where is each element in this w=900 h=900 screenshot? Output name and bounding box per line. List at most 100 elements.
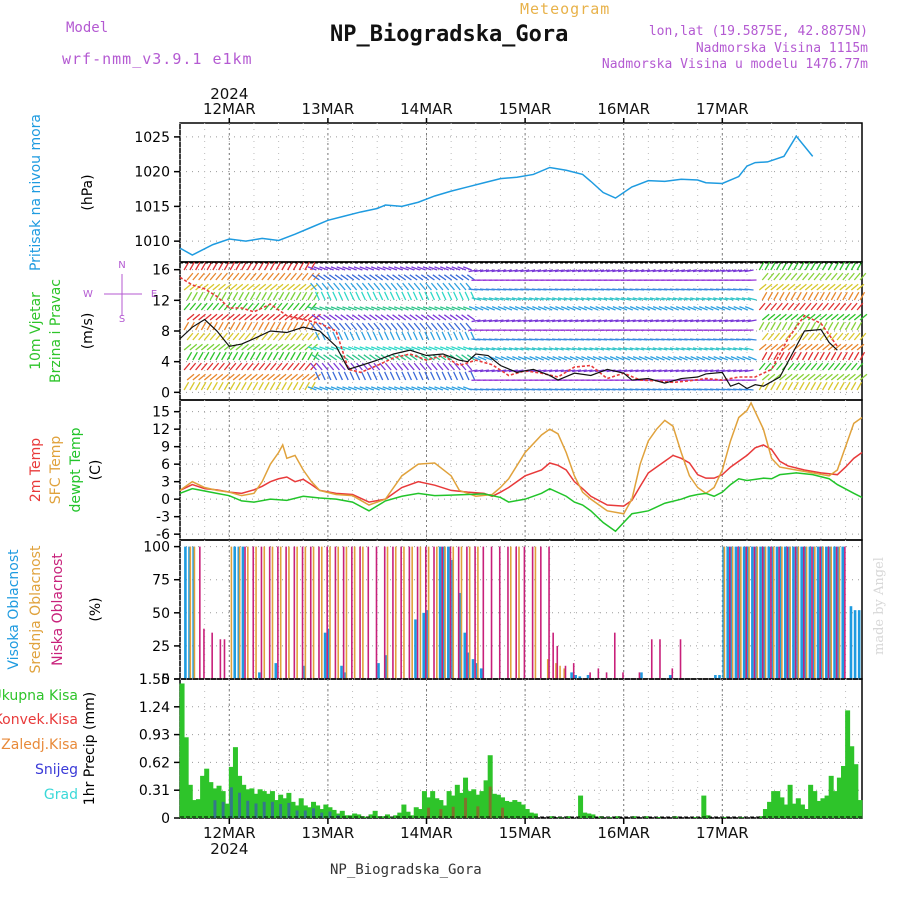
wind-arrow <box>327 362 335 371</box>
bar-total-precip <box>606 817 612 818</box>
wind-arrow <box>317 274 326 281</box>
wind-arrow <box>845 302 852 311</box>
wind-arrow <box>845 283 853 291</box>
wind-arrow <box>397 354 407 361</box>
wind-arrow <box>612 347 622 351</box>
wind-arrow <box>477 356 487 361</box>
bar-high_cloud <box>640 672 643 679</box>
wind-arrow <box>661 356 671 361</box>
y-tick-label: 6 <box>161 457 170 473</box>
wind-arrow <box>810 362 818 371</box>
wind-arrow <box>192 291 198 301</box>
wind-arrow <box>684 297 694 301</box>
wind-arrow <box>730 297 740 301</box>
wind-arrow <box>673 356 683 361</box>
bar-total-precip <box>693 817 699 818</box>
bar-high_cloud <box>447 546 450 679</box>
wind-arrow <box>428 346 438 351</box>
wind-arrow <box>572 306 582 311</box>
wind-arrow <box>474 306 484 311</box>
bar-high_cloud <box>438 546 442 679</box>
wind-arrow <box>649 319 659 323</box>
wind-arrow <box>830 291 837 301</box>
wind-arrow <box>315 282 323 291</box>
wind-arrow <box>813 332 821 341</box>
wind-arrow <box>221 373 229 381</box>
wind-arrow <box>301 272 309 281</box>
wind-arrow <box>589 306 599 311</box>
wind-arrow <box>252 283 261 291</box>
bar-total-precip <box>216 785 222 818</box>
wind-arrow <box>269 261 276 271</box>
wind-arrow <box>246 261 253 271</box>
wind-arrow <box>704 347 714 351</box>
wind-arrow <box>319 346 329 351</box>
wind-arrow <box>850 343 859 351</box>
wind-arrow <box>192 351 198 361</box>
wind-arrow <box>409 314 418 321</box>
wind-arrow <box>465 322 473 331</box>
wind-arrow <box>468 306 478 311</box>
bar-total-precip <box>795 798 801 818</box>
wind-arrow <box>255 373 264 381</box>
bar-high_cloud <box>792 546 795 679</box>
wind-arrow <box>839 343 848 351</box>
wind-arrow <box>195 302 202 311</box>
wind-arrow <box>580 319 590 323</box>
wind-arrow <box>595 306 605 311</box>
wind-arrow <box>822 283 830 291</box>
wind-arrow <box>451 266 461 271</box>
wind-arrow <box>667 356 677 361</box>
wind-arrow <box>626 297 636 301</box>
bar-low_cloud <box>737 546 739 679</box>
wind-arrow <box>465 362 473 371</box>
wind-arrow <box>733 306 743 311</box>
wind-arrow <box>344 322 352 331</box>
wind-arrow <box>428 266 438 271</box>
wind-arrow <box>328 354 338 361</box>
wind-arrow <box>310 322 317 331</box>
wind-arrow <box>730 319 740 323</box>
wind-arrow <box>218 381 224 391</box>
y-axis-label: 1hr Precip (mm) <box>82 692 98 805</box>
wind-arrow <box>317 354 326 361</box>
wind-arrow <box>701 356 711 361</box>
wind-arrow <box>301 351 308 361</box>
wind-arrow <box>442 282 450 291</box>
wind-arrow <box>560 306 570 311</box>
wind-arrow <box>684 356 694 361</box>
wind-arrow <box>183 343 192 351</box>
wind-arrow <box>363 274 372 281</box>
wind-arrow <box>497 369 507 373</box>
bar-high_cloud <box>718 675 721 679</box>
wind-arrow <box>600 347 610 351</box>
wind-arrow <box>403 314 412 321</box>
wind-arrow <box>764 321 771 331</box>
wind-arrow <box>405 306 415 311</box>
wind-arrow <box>459 282 467 291</box>
wind-arrow <box>281 261 287 271</box>
wind-arrow <box>781 283 790 291</box>
wind-arrow <box>235 302 243 311</box>
bar-total-precip <box>323 804 329 818</box>
bar-snow <box>262 801 266 818</box>
wind-arrow <box>301 313 310 321</box>
wind-arrow <box>447 371 453 381</box>
wind-arrow <box>443 274 453 281</box>
wind-arrow <box>267 313 275 321</box>
bar-mid_cloud <box>772 546 775 679</box>
wind-arrow <box>767 332 775 341</box>
wind-arrow <box>355 331 361 341</box>
wind-arrow <box>347 386 357 391</box>
wind-arrow <box>833 321 840 331</box>
wind-arrow <box>646 347 656 351</box>
wind-arrow <box>672 319 682 323</box>
wind-arrow <box>428 306 438 311</box>
wind-arrow <box>830 272 838 281</box>
wind-arrow <box>784 313 793 321</box>
wind-arrow <box>839 302 847 311</box>
wind-arrow <box>267 291 273 301</box>
wind-arrow <box>195 261 201 271</box>
station-title: NP_Biogradska_Gora <box>330 22 569 47</box>
wind-arrow <box>724 297 734 301</box>
